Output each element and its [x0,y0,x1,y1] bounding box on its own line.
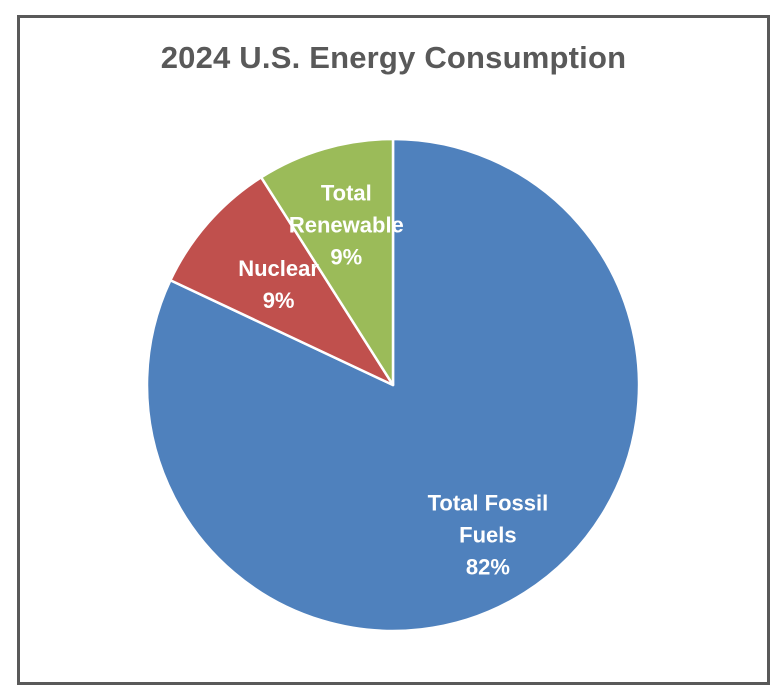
pie-labels: Total Fossil Fuels 82% Nuclear 9% Total Renewa… [238,180,548,579]
slice-label-line: Nuclear [238,256,319,281]
slice-label-nuclear: Nuclear 9% [238,256,319,313]
slice-label-total-renewable: Total Renewable 9% [289,180,404,269]
slice-label-line: Fuels [459,523,516,548]
slice-label-line: 82% [466,555,510,580]
slice-label-total-fossil-fuels: Total Fossil Fuels 82% [428,491,549,580]
slice-label-line: Total Fossil [428,491,549,516]
slice-label-line: Renewable [289,212,404,237]
chart-title: 2024 U.S. Energy Consumption [160,40,627,75]
slice-label-line: 9% [263,288,295,313]
slice-label-line: Total [321,180,372,205]
pie-slice-nuclear [169,176,395,387]
pie-slice-total-renewable [259,137,395,387]
slice-label-line: 9% [330,244,362,269]
pie-slices [145,137,641,633]
